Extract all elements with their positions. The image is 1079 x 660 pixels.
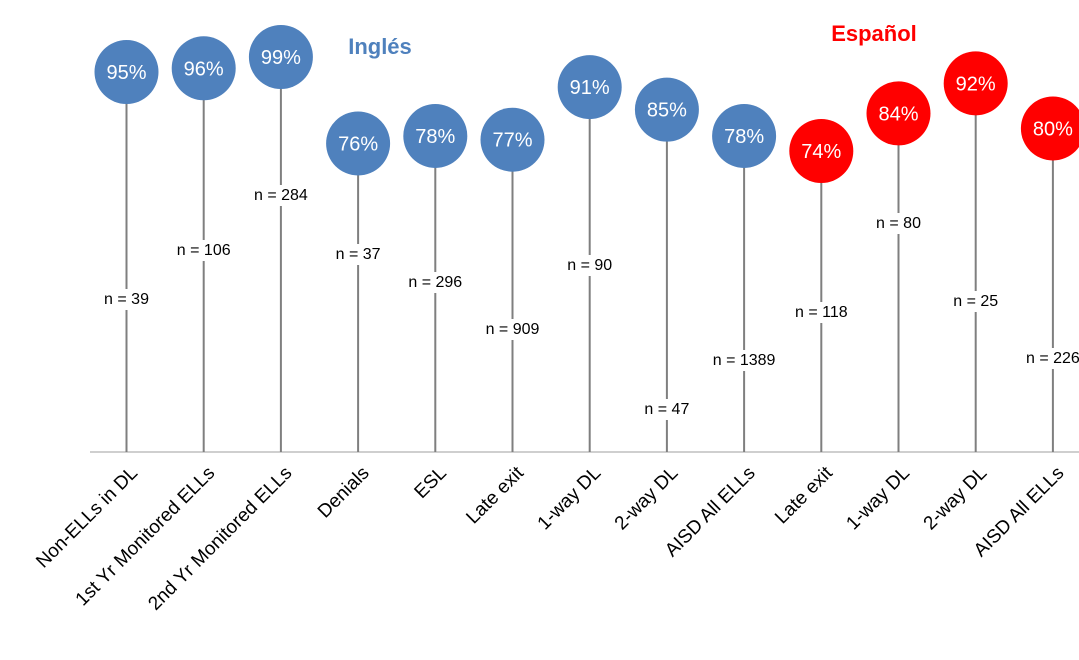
n-label-background <box>173 240 234 261</box>
n-label-background <box>791 302 851 323</box>
value-bubble <box>634 77 699 142</box>
value-bubble <box>789 119 854 183</box>
category-tick-label: Late exit <box>771 462 837 528</box>
category-tick-label: 1-way DL <box>842 463 914 535</box>
n-label: n = 106 <box>177 242 231 259</box>
value-bubble <box>171 36 236 101</box>
n-label: n = 25 <box>953 293 998 310</box>
n-label-background <box>873 213 925 234</box>
value-bubble <box>248 25 313 89</box>
n-label: n = 90 <box>567 257 612 274</box>
category-tick-label: 2-way DL <box>611 463 683 535</box>
value-label: 99% <box>261 47 301 69</box>
value-label: 95% <box>106 62 146 84</box>
value-bubble <box>557 55 622 120</box>
n-label-background <box>405 272 466 293</box>
category-tick-label: 2nd Yr Monitored ELLs <box>144 463 296 615</box>
value-bubble <box>94 40 159 105</box>
value-bubble <box>943 51 1008 116</box>
n-label: n = 118 <box>795 304 848 321</box>
value-bubble <box>403 103 468 168</box>
value-label: 91% <box>570 77 610 99</box>
n-label: n = 296 <box>408 274 462 291</box>
group-label: Inglés <box>348 34 412 59</box>
n-label: n = 39 <box>104 291 149 308</box>
group-label: Español <box>831 21 917 46</box>
category-tick-label: 1st Yr Monitored ELLs <box>72 463 220 611</box>
n-label: n = 909 <box>486 321 540 338</box>
value-label: 74% <box>801 141 841 163</box>
category-tick-label: 1-way DL <box>534 463 606 535</box>
n-label: n = 284 <box>254 187 308 204</box>
n-label-background <box>332 244 384 265</box>
value-label: 85% <box>647 100 687 122</box>
value-label: 96% <box>184 58 224 80</box>
category-tick-label: Late exit <box>462 462 528 528</box>
n-label-background <box>250 185 311 206</box>
n-label-background <box>564 255 616 276</box>
value-bubble <box>712 103 777 168</box>
value-label: 76% <box>338 133 378 155</box>
value-bubble <box>866 81 931 146</box>
value-label: 77% <box>492 130 532 152</box>
n-label: n = 37 <box>336 246 381 263</box>
value-bubble <box>1020 96 1079 161</box>
value-bubble <box>326 111 391 176</box>
n-label-background <box>950 291 1002 312</box>
n-label-background <box>641 399 693 420</box>
category-tick-label: 2-way DL <box>920 463 992 535</box>
n-label-background <box>709 350 779 371</box>
n-label: n = 80 <box>876 215 921 232</box>
n-label-background <box>101 289 153 310</box>
value-label: 84% <box>878 103 918 125</box>
n-label: n = 226 <box>1026 350 1079 367</box>
value-label: 92% <box>956 73 996 95</box>
value-label: 78% <box>724 126 764 148</box>
category-tick-label: ESL <box>411 463 451 503</box>
n-label: n = 47 <box>644 401 689 418</box>
n-label: n = 1389 <box>713 352 776 369</box>
category-tick-label: Denials <box>314 463 374 523</box>
value-label: 78% <box>415 126 455 148</box>
n-label-background <box>1022 348 1079 369</box>
value-bubble <box>480 107 545 172</box>
value-label: 80% <box>1033 118 1073 140</box>
n-label-background <box>482 319 543 340</box>
